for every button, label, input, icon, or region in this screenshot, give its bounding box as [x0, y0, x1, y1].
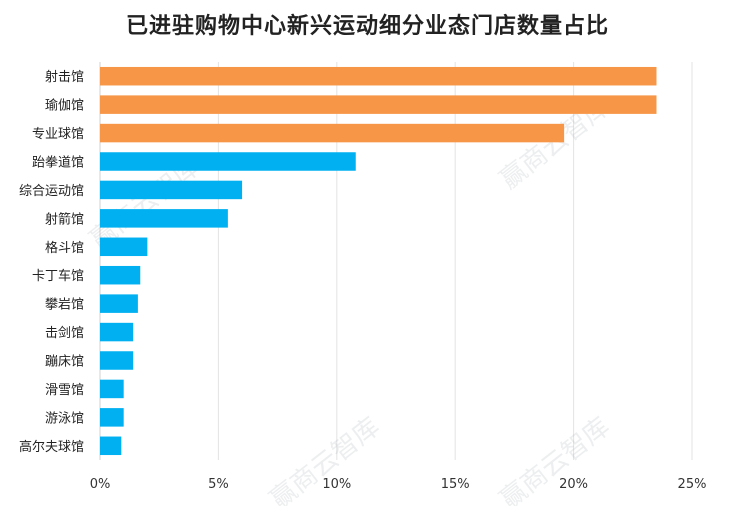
bar-6: [100, 209, 228, 228]
bar-10: [100, 322, 134, 342]
bar-8: [100, 265, 141, 285]
category-label: 蹦床馆: [45, 355, 84, 370]
category-label: 瑜伽馆: [45, 99, 84, 114]
bar-2: [100, 95, 657, 114]
x-tick-label: 15%: [441, 477, 470, 492]
category-label: 游泳馆: [45, 411, 84, 426]
category-label: 专业球馆: [32, 127, 84, 142]
category-label: 跆拳道馆: [32, 155, 84, 171]
x-tick-label: 20%: [559, 477, 588, 492]
category-label: 卡丁车馆: [32, 268, 84, 284]
category-label: 高尔夫球馆: [19, 439, 84, 455]
x-tick-label: 5%: [208, 477, 229, 492]
x-tick-label: 0%: [90, 477, 111, 492]
bar-1: [100, 66, 657, 86]
watermark-text: 赢商云智库: [495, 412, 616, 506]
category-label: 射箭馆: [45, 211, 84, 227]
bar-3: [100, 123, 565, 143]
category-label: 滑雪馆: [45, 383, 84, 398]
bar-14: [100, 436, 122, 456]
category-label: 击剑馆: [45, 325, 84, 341]
bar-11: [100, 351, 134, 370]
category-label: 综合运动馆: [19, 184, 84, 199]
bar-9: [100, 294, 138, 313]
bar-4: [100, 152, 356, 171]
bar-13: [100, 408, 124, 427]
bar-5: [100, 180, 243, 200]
bar-7: [100, 237, 148, 257]
category-label: 射击馆: [45, 69, 84, 85]
category-label: 攀岩馆: [45, 298, 84, 313]
category-label: 格斗馆: [45, 240, 84, 256]
x-tick-label: 10%: [322, 477, 351, 492]
x-tick-label: 25%: [678, 477, 707, 492]
bar-12: [100, 379, 124, 399]
chart-title: 已进驻购物中心新兴运动细分业态门店数量占比: [125, 14, 609, 39]
